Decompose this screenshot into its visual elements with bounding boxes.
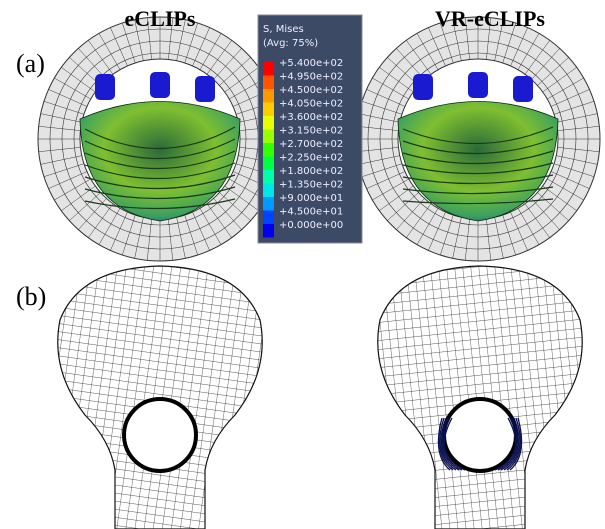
- legend-label: +1.800e+02: [279, 166, 343, 177]
- legend-swatch: [263, 130, 274, 144]
- clip-tip: [413, 74, 433, 100]
- legend-label: +4.500e+01: [279, 207, 343, 218]
- legend-swatch: [263, 170, 274, 184]
- clip-tip: [195, 76, 215, 102]
- legend-swatch: [263, 62, 274, 76]
- clip-tip: [468, 72, 488, 98]
- mesh-hole: [444, 399, 516, 471]
- mesh-hole: [124, 399, 196, 471]
- legend-swatch: [263, 76, 274, 90]
- panel-label: (b): [16, 282, 46, 311]
- legend-title: S, Mises: [263, 24, 304, 35]
- legend-label: +3.150e+02: [279, 126, 343, 137]
- clip-tip: [95, 74, 115, 100]
- legend-swatch: [263, 116, 274, 130]
- figure-canvas: eCLIPs VR-eCLIPs (a) (b) S, Mises (Avg: …: [0, 0, 605, 529]
- legend-swatch: [263, 197, 274, 211]
- mesh-models: [58, 266, 582, 529]
- legend-swatch: [263, 103, 274, 117]
- legend-label: +3.600e+02: [279, 112, 343, 123]
- clip-tip: [513, 76, 533, 102]
- legend-label: +9.000e+01: [279, 193, 343, 204]
- legend-swatch: [263, 157, 274, 171]
- figure: eCLIPs VR-eCLIPs (a) (b) S, Mises (Avg: …: [0, 0, 605, 529]
- legend-swatch: [263, 211, 274, 225]
- legend-label: +1.350e+02: [279, 180, 343, 191]
- legend-label: +4.500e+02: [279, 85, 343, 96]
- panel-title: VR-eCLIPs: [435, 6, 545, 31]
- clip-tip: [150, 72, 170, 98]
- legend-swatch: [263, 224, 274, 238]
- legend-swatch: [263, 143, 274, 157]
- legend-subtitle: (Avg: 75%): [263, 38, 318, 49]
- legend-label: +4.050e+02: [279, 99, 343, 110]
- legend-swatch: [263, 184, 274, 198]
- legend-label: +2.700e+02: [279, 139, 343, 150]
- panel-label: (a): [16, 49, 45, 78]
- legend-swatch: [263, 89, 274, 103]
- legend-label: +0.000e+00: [279, 220, 343, 231]
- legend: S, Mises (Avg: 75%) +5.400e+02 +4.950e+02…: [258, 15, 362, 243]
- panel-title: eCLIPs: [125, 6, 196, 31]
- legend-label: +2.250e+02: [279, 153, 343, 164]
- legend-label: +5.400e+02: [279, 58, 343, 69]
- legend-label: +4.950e+02: [279, 72, 343, 83]
